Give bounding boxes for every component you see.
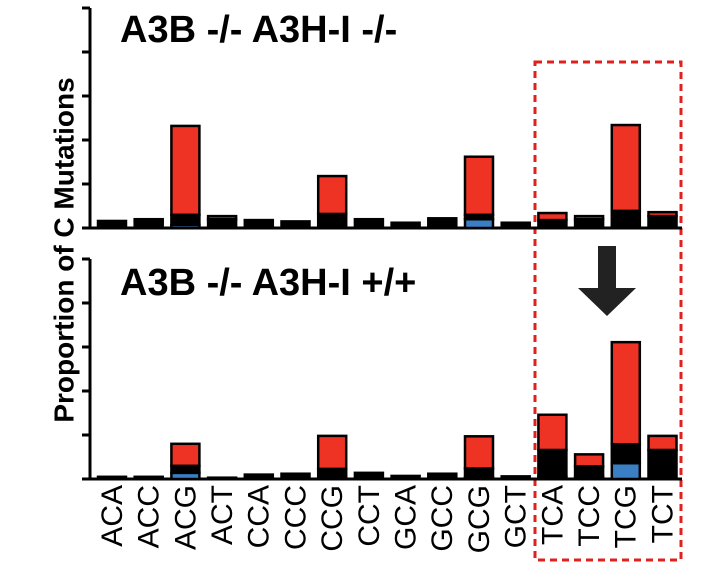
x-tick-label: ACT <box>206 485 239 545</box>
bar-segment <box>390 221 421 230</box>
bar-segment <box>243 473 275 481</box>
bar-segment <box>280 472 311 481</box>
bar-segment <box>206 476 238 481</box>
x-tick-label: GCA <box>390 485 423 550</box>
x-tick-label: TCG <box>610 485 643 548</box>
x-tick-label: GCG <box>463 485 496 553</box>
x-tick-label: CCC <box>279 485 312 550</box>
bar-segment <box>316 212 348 230</box>
bar-segment <box>96 475 128 481</box>
bar-segment <box>133 475 164 481</box>
bar-segment <box>463 467 495 479</box>
bar-segment <box>427 472 458 481</box>
bar-segment <box>316 467 348 481</box>
bar-segment <box>500 221 531 230</box>
bar-segment <box>647 434 678 452</box>
x-tick-label: CCG <box>316 485 349 552</box>
x-tick-label: GCT <box>500 485 533 548</box>
bar-segment <box>647 448 678 481</box>
bar-segment <box>170 442 201 468</box>
bar-segment <box>133 217 164 223</box>
bar-segment <box>610 209 642 228</box>
bar-segment <box>573 214 605 221</box>
bar-segment <box>316 174 348 216</box>
bar-segment <box>353 217 385 230</box>
bar-segment <box>647 210 678 218</box>
x-tick-label: GCC <box>426 485 459 552</box>
bar-segment <box>280 220 311 230</box>
x-tick-label: CCT <box>353 485 386 547</box>
bar-segment <box>537 448 568 479</box>
bar-segment <box>463 435 495 470</box>
bar-segment <box>647 214 678 230</box>
bar-segment <box>243 218 275 230</box>
bar-segment <box>463 217 495 230</box>
x-tick-label: TCA <box>536 485 569 545</box>
bar-segment <box>353 471 385 481</box>
panel-title: A3B -/- A3H-I +/+ <box>120 262 416 304</box>
bar-segment <box>537 413 568 452</box>
x-tick-label: ACC <box>133 485 166 548</box>
x-tick-label: CCA <box>243 485 276 548</box>
arrow <box>578 246 636 316</box>
x-tick-label: ACG <box>169 485 202 550</box>
bar-segment <box>96 219 128 230</box>
bar-segment <box>610 442 642 465</box>
bar-segment <box>573 453 605 468</box>
x-tick-label: TCT <box>646 485 679 543</box>
bar-segment <box>610 340 642 446</box>
bar-segment <box>316 434 348 471</box>
highlight-box <box>533 60 683 562</box>
bar-segment <box>170 213 201 227</box>
bar-segment <box>170 124 201 217</box>
panel-title: A3B -/- A3H-I -/- <box>120 9 397 51</box>
bar-segment <box>390 474 421 481</box>
bar-segment <box>537 211 568 222</box>
bar-segment <box>573 217 605 230</box>
bar-segment <box>206 214 238 221</box>
bar-segment <box>427 217 458 230</box>
x-tick-label: TCC <box>573 485 606 547</box>
y-axis-label: Proportion of C Mutations <box>48 77 79 422</box>
bar-segment <box>610 123 642 213</box>
bar-segment <box>573 464 605 479</box>
x-tick-label: ACA <box>96 485 129 547</box>
bar-segment <box>206 217 238 230</box>
bar-segment <box>610 461 642 481</box>
bar-segment <box>500 475 531 481</box>
bar-segment <box>463 155 495 217</box>
